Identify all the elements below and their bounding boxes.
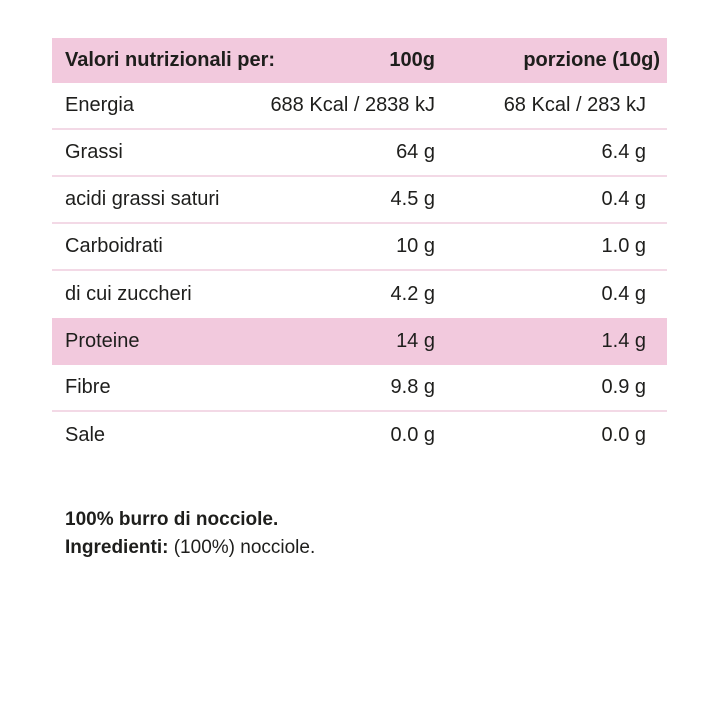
value-100g: 0.0 g (390, 424, 435, 446)
table-row-fibre: Fibre 9.8 g 0.9 g (52, 365, 667, 412)
value-100g: 14 g (396, 330, 435, 352)
table-row-sale: Sale 0.0 g 0.0 g (52, 412, 667, 459)
row-label: Proteine (65, 330, 140, 352)
value-100g: 10 g (396, 235, 435, 257)
value-portion: 68 Kcal / 283 kJ (503, 94, 646, 116)
value-portion: 6.4 g (601, 141, 646, 163)
value-100g: 64 g (396, 141, 435, 163)
table-row-zuccheri: di cui zuccheri 4.2 g 0.4 g (52, 271, 667, 318)
ingredients-block: 100% burro di nocciole. Ingredienti: (10… (65, 506, 315, 562)
value-portion: 0.4 g (601, 283, 646, 305)
row-label: Grassi (65, 141, 123, 163)
value-100g: 4.5 g (390, 188, 435, 210)
row-label: Fibre (65, 376, 111, 398)
value-100g: 4.2 g (390, 283, 435, 305)
row-label: Carboidrati (65, 235, 163, 257)
ingredients-label: Ingredienti: (65, 537, 169, 558)
table-header-row: Valori nutrizionali per: 100g porzione (… (52, 38, 667, 83)
table-row-grassi: Grassi 64 g 6.4 g (52, 130, 667, 177)
table-row-carboidrati: Carboidrati 10 g 1.0 g (52, 224, 667, 271)
table-row-proteine: Proteine 14 g 1.4 g (52, 318, 667, 365)
value-100g: 688 Kcal / 2838 kJ (270, 94, 435, 116)
nutrition-table: Valori nutrizionali per: 100g porzione (… (52, 38, 667, 459)
row-label: Sale (65, 424, 106, 446)
value-100g: 9.8 g (390, 376, 435, 398)
header-label: Valori nutrizionali per: (65, 49, 276, 71)
header-col-100g: 100g (389, 49, 435, 71)
value-portion: 0.4 g (601, 188, 646, 210)
value-portion: 0.9 g (601, 376, 646, 398)
table-row-energia: Energia 688 Kcal / 2838 kJ 68 Kcal / 283… (52, 83, 667, 130)
value-portion: 1.4 g (601, 330, 646, 352)
value-portion: 0.0 g (601, 424, 646, 446)
ingredients-value: (100%) nocciole. (173, 537, 316, 558)
header-col-portion: porzione (10g) (523, 49, 660, 71)
product-description: 100% burro di nocciole. (65, 509, 279, 530)
row-label: di cui zuccheri (65, 283, 192, 305)
ingredients-line: Ingredienti: (100%) nocciole. (65, 534, 315, 562)
row-label: Energia (65, 94, 134, 116)
value-portion: 1.0 g (601, 235, 646, 257)
row-label: acidi grassi saturi (65, 188, 220, 210)
table-row-grassi-saturi: acidi grassi saturi 4.5 g 0.4 g (52, 177, 667, 224)
